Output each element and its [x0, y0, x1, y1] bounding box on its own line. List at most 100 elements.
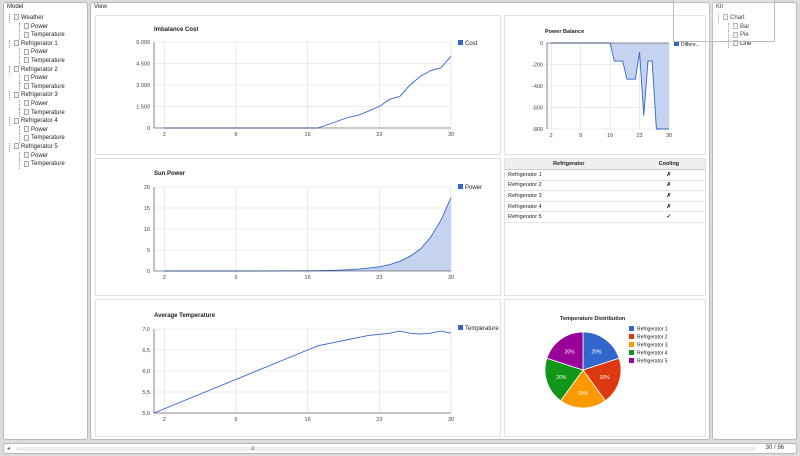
tree-leaf[interactable]: Power — [8, 48, 85, 57]
table-row[interactable]: Refrigerator 1 ✗ — [505, 169, 705, 181]
y-tick-label: -600 — [532, 106, 543, 112]
tree-leaf[interactable]: Temperature — [8, 160, 85, 169]
tree-node-label: Bar — [740, 23, 750, 30]
sun-power-card[interactable]: Sun Power 0 5 10 15 20 2 9 16 23 30 Power — [95, 158, 501, 296]
cooling-status-cell: ✗ — [632, 190, 705, 202]
y-tick-label: 10 — [144, 227, 150, 233]
x-tick-label: 16 — [305, 132, 311, 138]
y-tick-label: 6.000 — [136, 40, 150, 46]
file-icon — [24, 83, 29, 90]
x-tick-label: 2 — [163, 417, 166, 423]
table-row[interactable]: Refrigerator 5 ✓ — [505, 211, 705, 223]
tree-node-label: Temperature — [31, 135, 65, 142]
y-tick-label: 0 — [147, 126, 150, 132]
tree-leaf[interactable]: Power — [8, 99, 85, 109]
scroll-left-arrow-icon[interactable]: ◂ — [7, 446, 11, 452]
y-tick-label: 1.500 — [136, 105, 150, 111]
file-icon — [733, 31, 738, 38]
x-tick-label: 30 — [448, 417, 454, 423]
x-tick-label: 9 — [579, 133, 582, 139]
pie-slice — [546, 331, 584, 371]
y-tick-label: 0 — [147, 269, 150, 275]
y-tick-label: 6,5 — [142, 348, 150, 354]
y-tick-label: -200 — [532, 63, 543, 69]
x-tick-label: 23 — [376, 132, 382, 138]
tree-leaf[interactable]: Pie — [717, 31, 794, 40]
tree-node[interactable]: Weather — [8, 14, 85, 23]
legend-label: Refrigerator 4 — [637, 351, 668, 357]
legend-swatch — [629, 350, 634, 355]
file-icon — [733, 23, 738, 30]
file-icon — [24, 48, 29, 55]
folder-icon — [14, 143, 19, 150]
tree-leaf[interactable]: Power — [8, 74, 85, 83]
legend-swatch — [458, 325, 463, 330]
file-icon — [24, 160, 29, 167]
x-tick-label: 9 — [234, 417, 237, 423]
pie-slice-label: 20% — [556, 375, 567, 381]
chart-title: Imbalance Cost — [154, 27, 198, 33]
tree-node-label: Power — [31, 23, 49, 30]
refrigerator-name-cell: Refrigerator 4 — [505, 201, 633, 213]
folder-icon — [14, 40, 19, 47]
tree-node-label: Power — [31, 100, 49, 107]
file-icon — [24, 74, 29, 81]
series-area — [164, 197, 451, 271]
table-header-cooling[interactable]: Cooling — [632, 159, 705, 170]
tree-leaf[interactable]: Power — [8, 151, 85, 161]
tree-node-label: Power — [31, 49, 49, 56]
series-line — [551, 42, 669, 130]
tree-node-label: Refrigerator 2 — [21, 66, 58, 73]
tree-leaf[interactable]: Power — [8, 22, 85, 32]
tree-node[interactable]: Refrigerator 5 — [8, 142, 85, 152]
legend-label: Refrigerator 5 — [637, 359, 668, 365]
imbalance-cost-card[interactable]: Imbalance Cost 0 1.500 3.000 4.500 6.000 2 9 16 2… — [95, 15, 501, 155]
tree-leaf[interactable]: Temperature — [8, 134, 85, 143]
legend-label: Temperature — [465, 326, 499, 332]
power-balance-card[interactable]: Power Balance -800 -600 -400 -200 0 2 9 16 23 30 Di… — [504, 15, 706, 155]
average-temperature-card[interactable]: Average Temperature 5,0 5,5 6,0 6,5 7,0 2 9 16 23… — [95, 299, 501, 437]
legend-swatch — [458, 40, 463, 45]
y-tick-label: 5 — [147, 248, 150, 254]
series-line — [153, 330, 452, 414]
x-tick-label: 2 — [550, 133, 553, 139]
timeline-bar: ◂ ≡ 30 / 96 — [3, 443, 797, 454]
tree-node[interactable]: Refrigerator 4 — [8, 117, 85, 126]
tree-node-label: Temperature — [31, 32, 65, 39]
refrigerator-table-card[interactable]: Refrigerator Cooling Refrigerator 1 ✗ Refr… — [504, 158, 706, 296]
pie-slice-label: 20% — [591, 350, 602, 356]
tree-node[interactable]: Chart — [717, 14, 794, 23]
tree-node[interactable]: Refrigerator 2 — [8, 65, 85, 75]
average-temperature-chart: Average Temperature 5,0 5,5 6,0 6,5 7,0 2 9 16 23… — [142, 313, 499, 423]
tree-leaf[interactable]: Temperature — [8, 31, 85, 40]
tree-node-label: Refrigerator 1 — [21, 40, 58, 47]
tree-leaf[interactable]: Power — [8, 125, 85, 135]
tree-leaf[interactable]: Temperature — [8, 108, 85, 118]
cooling-status-cell: ✗ — [632, 169, 705, 181]
table-header-refrigerator[interactable]: Refrigerator — [505, 159, 633, 170]
tree-node-label: Power — [31, 75, 49, 82]
x-tick-label: 16 — [305, 417, 311, 423]
timeline-slider-thumb[interactable]: ≡ — [251, 446, 255, 452]
tree-leaf[interactable]: Temperature — [8, 82, 85, 92]
refrigerator-name-cell: Refrigerator 3 — [505, 190, 633, 202]
y-tick-label: 5,0 — [142, 411, 150, 417]
x-tick-label: 2 — [163, 275, 166, 281]
temperature-distribution-card[interactable]: Temperature Distribution 20% 20% 20% 20% 20% R… — [504, 299, 706, 437]
table-row[interactable]: Refrigerator 2 ✗ — [505, 180, 705, 192]
tree-leaf[interactable]: Bar — [717, 22, 794, 32]
pie-slice — [582, 357, 622, 402]
tree-node[interactable]: Refrigerator 1 — [8, 39, 85, 49]
timeline-slider[interactable]: ≡ — [16, 446, 756, 452]
chart-title: Average Temperature — [154, 313, 216, 319]
table-row[interactable]: Refrigerator 3 ✗ — [505, 190, 705, 202]
tree-node-label: Temperature — [31, 161, 65, 168]
temperature-distribution-chart: Temperature Distribution 20% 20% 20% 20% 20% R… — [544, 316, 668, 409]
pie-slice — [560, 369, 606, 409]
tree-node[interactable]: Refrigerator 3 — [8, 91, 85, 100]
tree-leaf[interactable]: Line — [717, 39, 794, 49]
table-row[interactable]: Refrigerator 4 ✗ — [505, 201, 705, 213]
legend-label: Power — [465, 185, 482, 191]
tree-node-label: Temperature — [31, 57, 65, 64]
tree-leaf[interactable]: Temperature — [8, 56, 85, 66]
